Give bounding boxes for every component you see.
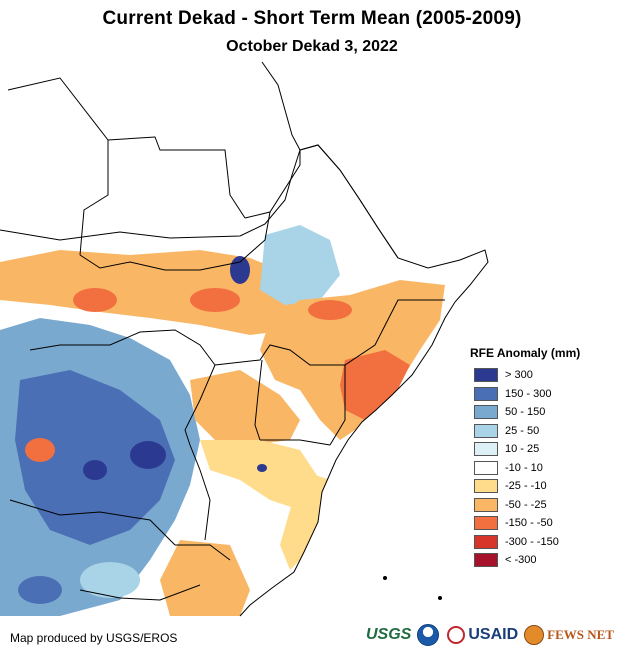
map-subtitle: October Dekad 3, 2022 — [226, 38, 398, 55]
light-wet-1 — [80, 562, 140, 598]
legend-swatch — [474, 497, 498, 512]
usaid-seal-icon — [447, 626, 466, 644]
map-title: Current Dekad - Short Term Mean (2005-20… — [102, 8, 522, 29]
kenya-dry — [190, 370, 300, 445]
dry-patch-2 — [190, 288, 240, 312]
legend-swatch — [474, 553, 498, 568]
map-credit: Map produced by USGS/EROS — [10, 631, 178, 645]
legend-label: 50 - 150 — [505, 406, 546, 419]
legend-swatch — [474, 479, 498, 494]
ethiopia-wet — [230, 256, 250, 284]
coast-dry — [280, 470, 330, 570]
legend-swatch — [474, 516, 498, 531]
legend-swatch — [474, 534, 498, 549]
legend-label: -150 - -50 — [505, 517, 553, 530]
wet-zone-core — [15, 370, 175, 545]
legend-label: -300 - -150 — [505, 535, 559, 548]
legend-row: -300 - -150 — [470, 533, 620, 552]
legend-row: -150 - -50 — [470, 514, 620, 533]
legend-row: 10 - 25 — [470, 440, 620, 459]
legend-label: 150 - 300 — [505, 387, 552, 400]
legend-swatch — [474, 460, 498, 475]
wet-patch-2 — [83, 460, 107, 480]
wet-patch-1 — [130, 441, 166, 469]
country-borders — [0, 61, 489, 617]
legend-row: > 300 — [470, 366, 620, 385]
fews-net-logo: FEWS NET — [547, 627, 614, 642]
legend-row: 25 - 50 — [470, 422, 620, 441]
ethiopia-mixed — [260, 225, 340, 305]
fews-seal-icon — [524, 625, 545, 645]
legend-label: < -300 — [505, 554, 537, 567]
legend-label: 10 - 25 — [505, 443, 540, 456]
dry-belt-north — [0, 250, 300, 335]
usgs-logo: USGS — [366, 626, 412, 643]
legend-title: RFE Anomaly (mm) — [470, 346, 581, 360]
partner-logos: USGS USAID FEWS NET — [366, 624, 620, 646]
legend-swatch — [474, 423, 498, 438]
legend-row: -50 - -25 — [470, 496, 620, 515]
noaa-logo-icon — [417, 624, 440, 646]
legend-rows: > 300 150 - 300 50 - 150 25 - 50 10 - 25 -10 … — [470, 366, 620, 570]
usaid-logo: USAID — [468, 626, 519, 643]
dry-patch-3 — [25, 438, 55, 462]
southern-dry — [160, 540, 250, 616]
legend-swatch — [474, 442, 498, 457]
kenya-light-dry — [200, 440, 320, 510]
legend-label: -10 - 10 — [505, 461, 543, 474]
legend-row: < -300 — [470, 551, 620, 570]
wet-patch-3 — [18, 576, 62, 604]
legend-label: > 300 — [505, 369, 533, 382]
kenya-wet-spot — [257, 464, 267, 472]
legend-row: 50 - 150 — [470, 403, 620, 422]
legend-row: 150 - 300 — [470, 385, 620, 404]
legend: RFE Anomaly (mm) > 300 150 - 300 50 - 150 2… — [470, 346, 620, 570]
legend-row: -25 - -10 — [470, 477, 620, 496]
legend-label: -50 - -25 — [505, 498, 547, 511]
horn-dry-2 — [308, 300, 352, 320]
dry-patch-1 — [73, 288, 117, 312]
legend-label: 25 - 50 — [505, 424, 540, 437]
horn-very-dry — [340, 350, 410, 420]
legend-swatch — [474, 386, 498, 401]
legend-swatch — [474, 405, 498, 420]
legend-row: -10 - 10 — [470, 459, 620, 478]
legend-swatch — [474, 368, 498, 383]
legend-label: -25 - -10 — [505, 480, 547, 493]
